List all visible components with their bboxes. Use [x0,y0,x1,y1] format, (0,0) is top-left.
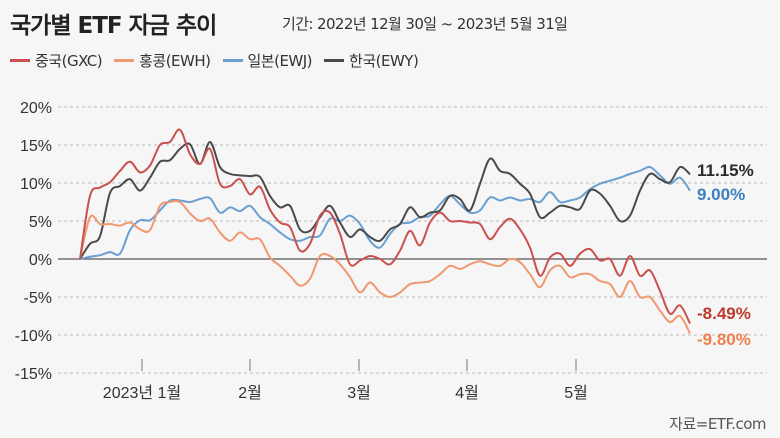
chart-title: 국가별 ETF 자금 추이 [10,13,217,39]
legend: 중국(GXC) 홍콩(EWH) 일본(EWJ) 한국(EWY) [10,50,419,71]
x-tick-label: 2월 [238,384,262,402]
legend-item-gxc: 중국(GXC) [10,50,103,71]
y-tick-label: -15% [15,366,52,383]
series-line-한국(EWY) [79,140,691,260]
end-value-label: -8.49% [697,304,751,323]
end-value-label: -9.80% [697,330,751,349]
legend-item-ewj: 일본(EWJ) [222,50,313,71]
y-tick-label: 15% [20,138,52,155]
x-tick-label: 2023년 1월 [103,384,181,402]
legend-swatch [10,59,30,62]
series-line-일본(EWJ) [79,165,691,260]
legend-item-ewy: 한국(EWY) [324,50,419,71]
source-note: 자료=ETF.com [669,415,766,433]
chart-period: 기간: 2022년 12월 30일 ~ 2023년 5월 31일 [282,15,568,33]
y-tick-label: 20% [20,100,52,117]
y-tick-label: 10% [20,176,52,193]
legend-swatch [114,59,135,62]
end-value-label: 11.15% [697,161,754,180]
x-tick-label: 5월 [564,384,588,402]
y-tick-label: 0% [29,252,52,269]
series-line-중국(GXC) [79,128,691,325]
legend-item-ewh: 홍콩(EWH) [114,50,211,71]
end-value-label: 9.00% [697,185,745,204]
series-line-홍콩(EWH) [79,199,691,334]
legend-label: 중국(GXC) [35,52,103,70]
x-tick-label: 3월 [347,384,371,402]
legend-swatch [222,59,243,62]
y-tick-label: -10% [15,328,52,345]
legend-label: 일본(EWJ) [247,52,313,70]
y-tick-label: 5% [29,214,52,231]
legend-label: 한국(EWY) [349,52,419,70]
x-tick-label: 4월 [455,384,479,402]
y-tick-label: -5% [24,290,52,307]
legend-swatch [324,59,345,62]
legend-label: 홍콩(EWH) [139,52,211,70]
